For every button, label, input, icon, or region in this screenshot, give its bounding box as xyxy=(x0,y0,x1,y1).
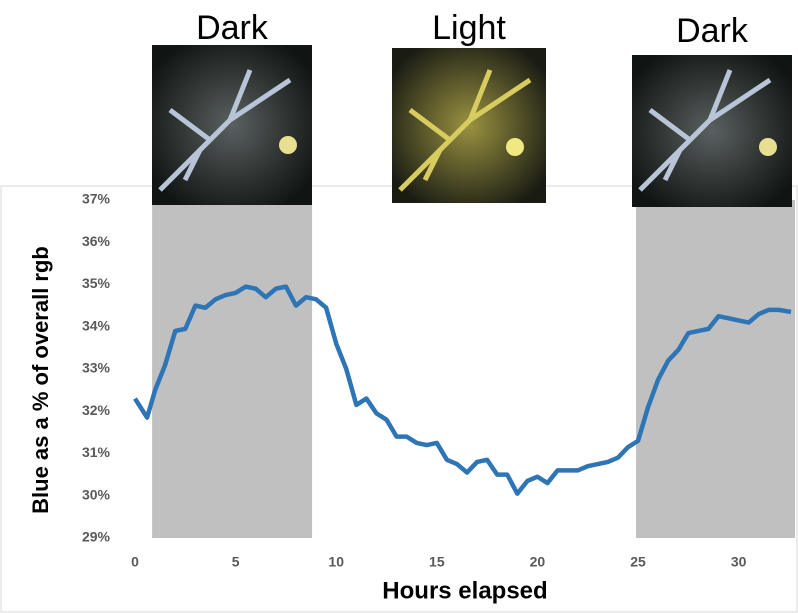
x-tick-label: 20 xyxy=(530,554,546,570)
x-tick-label: 10 xyxy=(328,554,344,570)
y-tick-label: 35% xyxy=(82,275,111,291)
y-tick-label: 34% xyxy=(82,317,111,333)
y-tick-label: 29% xyxy=(82,529,111,545)
x-tick-label: 5 xyxy=(232,554,240,570)
x-tick-label: 0 xyxy=(131,554,139,570)
photo-dark-1 xyxy=(152,45,312,205)
y-tick-label: 37% xyxy=(82,191,111,207)
y-tick-label: 33% xyxy=(82,360,111,376)
y-tick-label: 30% xyxy=(82,486,111,502)
y-axis-label: Blue as a % of overall rgb xyxy=(28,246,53,514)
phase-label: Dark xyxy=(196,9,269,47)
x-tick-label: 25 xyxy=(630,554,646,570)
photo-light xyxy=(392,48,546,203)
phase-label: Light xyxy=(432,9,506,47)
shaded-region xyxy=(152,200,312,538)
photo-dark-2 xyxy=(632,55,792,207)
y-tick-label: 32% xyxy=(82,402,111,418)
y-tick-label: 31% xyxy=(82,444,111,460)
x-tick-label: 15 xyxy=(429,554,445,570)
shaded-region xyxy=(636,200,795,538)
x-axis-label: Hours elapsed xyxy=(382,577,547,604)
page: Dark Light Dark Hours elapsed Blue as a … xyxy=(0,0,798,613)
chart: Dark Light Dark Hours elapsed Blue as a … xyxy=(0,0,798,613)
y-tick-label: 36% xyxy=(82,233,111,249)
phase-label: Dark xyxy=(676,12,749,50)
x-tick-label: 30 xyxy=(731,554,747,570)
